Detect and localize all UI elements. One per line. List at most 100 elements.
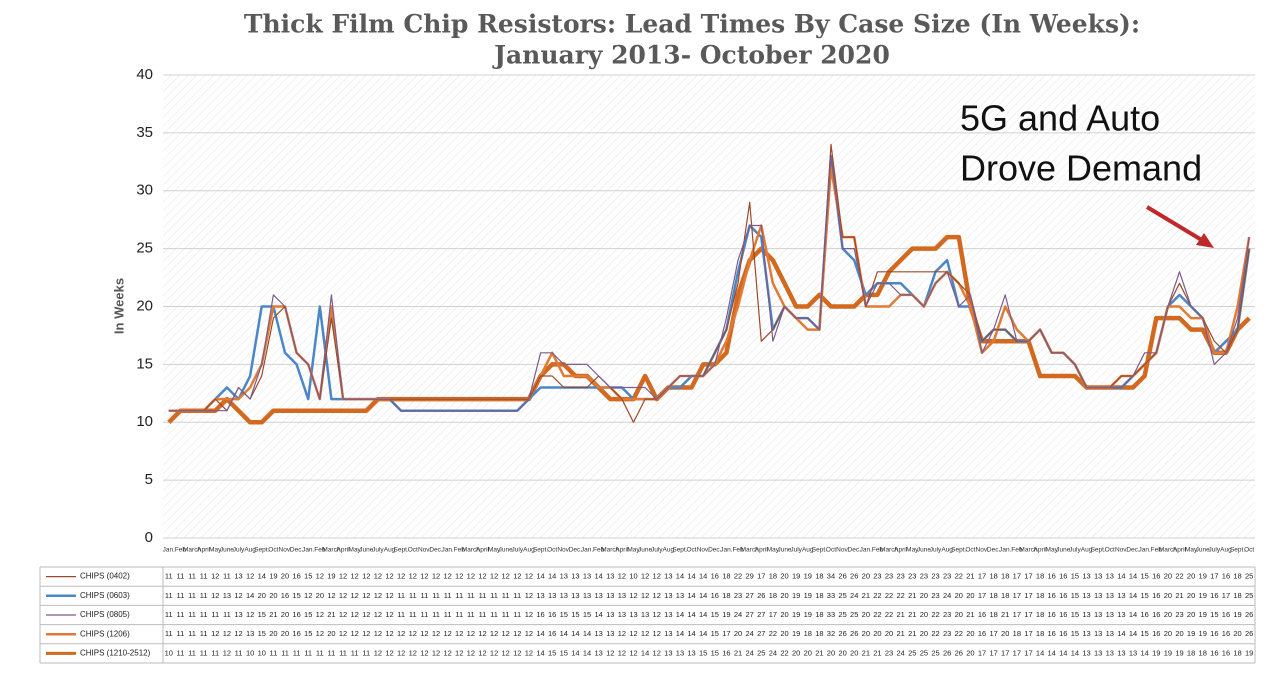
table-cell: 13 — [664, 610, 672, 619]
table-cell: 26 — [850, 629, 858, 638]
x-tick-label: Nov. — [557, 547, 570, 554]
x-tick-label: Jan. — [581, 547, 593, 554]
table-cell: 17 — [1024, 629, 1032, 638]
table-cell: 13 — [1094, 610, 1102, 619]
table-cell: 12 — [432, 648, 440, 657]
x-tick-label: Oct — [1244, 547, 1254, 554]
table-cell: 19 — [1175, 648, 1183, 657]
table-cell: 11 — [513, 591, 521, 600]
chart-title: Thick Film Chip Resistors: Lead Times By… — [244, 10, 1140, 39]
table-cell: 26 — [943, 648, 951, 657]
table-cell: 20 — [1001, 629, 1009, 638]
x-tick-label: Nov. — [976, 547, 989, 554]
legend-label: CHIPS (0402) — [80, 572, 130, 581]
table-cell: 10 — [165, 648, 173, 657]
table-cell: 12 — [490, 572, 498, 581]
table-cell: 18 — [1036, 629, 1044, 638]
table-cell: 12 — [478, 629, 486, 638]
table-cell: 24 — [745, 648, 753, 657]
table-cell: 12 — [351, 629, 359, 638]
table-cell: 17 — [989, 629, 997, 638]
table-cell: 15 — [258, 629, 266, 638]
table-cell: 12 — [339, 629, 347, 638]
table-cell: 12 — [653, 572, 661, 581]
x-tick-label: July — [930, 547, 942, 554]
table-cell: 25 — [838, 610, 846, 619]
table-cell: 14 — [594, 610, 602, 619]
table-cell: 13 — [1117, 591, 1125, 600]
table-cell: 29 — [745, 572, 753, 581]
table-cell: 19 — [792, 610, 800, 619]
x-tick-label: Aug — [384, 547, 396, 554]
table-cell: 16 — [1059, 629, 1067, 638]
table-cell: 10 — [246, 648, 254, 657]
table-cell: 14 — [571, 648, 579, 657]
x-tick-label: Sept. — [533, 547, 548, 554]
table-cell: 13 — [1117, 648, 1125, 657]
table-cell: 17 — [769, 610, 777, 619]
table-cell: 20 — [1233, 629, 1241, 638]
table-cell: 14 — [1129, 572, 1137, 581]
table-cell: 12 — [374, 610, 382, 619]
y-tick-label: 30 — [136, 182, 153, 199]
x-tick-label: Jan. — [163, 547, 175, 554]
table-cell: 11 — [490, 610, 498, 619]
table-cell: 13 — [606, 591, 614, 600]
table-cell: 11 — [316, 648, 324, 657]
table-cell: 16 — [1048, 610, 1056, 619]
table-cell: 13 — [1106, 572, 1114, 581]
x-tick-label: July — [1209, 547, 1221, 554]
table-cell: 12 — [211, 591, 219, 600]
x-tick-label: March — [601, 547, 619, 554]
table-cell: 11 — [165, 572, 173, 581]
table-cell: 11 — [200, 591, 208, 600]
table-cell: 24 — [745, 629, 753, 638]
table-cell: 14 — [1129, 591, 1137, 600]
table-cell: 19 — [1245, 648, 1253, 657]
table-cell: 19 — [722, 610, 730, 619]
table-cell: 12 — [455, 629, 463, 638]
annotation: 5G and Auto — [960, 98, 1160, 139]
table-cell: 25 — [908, 648, 916, 657]
table-cell: 12 — [502, 629, 510, 638]
table-cell: 13 — [1082, 572, 1090, 581]
table-cell: 11 — [188, 610, 196, 619]
table-cell: 16 — [292, 610, 300, 619]
table-cell: 13 — [594, 648, 602, 657]
table-cell: 14 — [536, 629, 544, 638]
y-tick-label: 0 — [145, 529, 153, 546]
table-cell: 23 — [1175, 610, 1183, 619]
x-tick-label: Nov. — [697, 547, 710, 554]
table-cell: 18 — [989, 572, 997, 581]
legend-label: CHIPS (1210-2512) — [80, 649, 151, 658]
x-tick-label: July — [651, 547, 663, 554]
table-cell: 20 — [281, 572, 289, 581]
x-tick-label: May — [349, 547, 362, 554]
table-cell: 12 — [316, 610, 324, 619]
table-cell: 22 — [734, 572, 742, 581]
table-cell: 20 — [734, 629, 742, 638]
table-cell: 11 — [165, 629, 173, 638]
x-tick-label: Aug — [941, 547, 953, 554]
table-cell: 15 — [1071, 572, 1079, 581]
table-cell: 14 — [699, 629, 707, 638]
table-cell: 24 — [850, 591, 858, 600]
table-cell: 20 — [955, 610, 963, 619]
chart-subtitle: January 2013- October 2020 — [492, 41, 890, 70]
table-cell: 13 — [536, 591, 544, 600]
x-tick-label: Feb — [1151, 547, 1163, 554]
table-cell: 12 — [234, 629, 242, 638]
annotation: Drove Demand — [960, 148, 1202, 189]
table-cell: 13 — [1082, 610, 1090, 619]
table-cell: 11 — [293, 648, 301, 657]
x-tick-label: Oct — [1105, 547, 1115, 554]
table-cell: 20 — [850, 648, 858, 657]
table-cell: 17 — [1024, 572, 1032, 581]
table-cell: 12 — [420, 648, 428, 657]
table-cell: 16 — [711, 591, 719, 600]
table-cell: 23 — [943, 629, 951, 638]
table-cell: 18 — [1036, 591, 1044, 600]
x-tick-label: June — [1196, 547, 1210, 554]
x-tick-label: March — [462, 547, 480, 554]
table-cell: 14 — [676, 572, 684, 581]
